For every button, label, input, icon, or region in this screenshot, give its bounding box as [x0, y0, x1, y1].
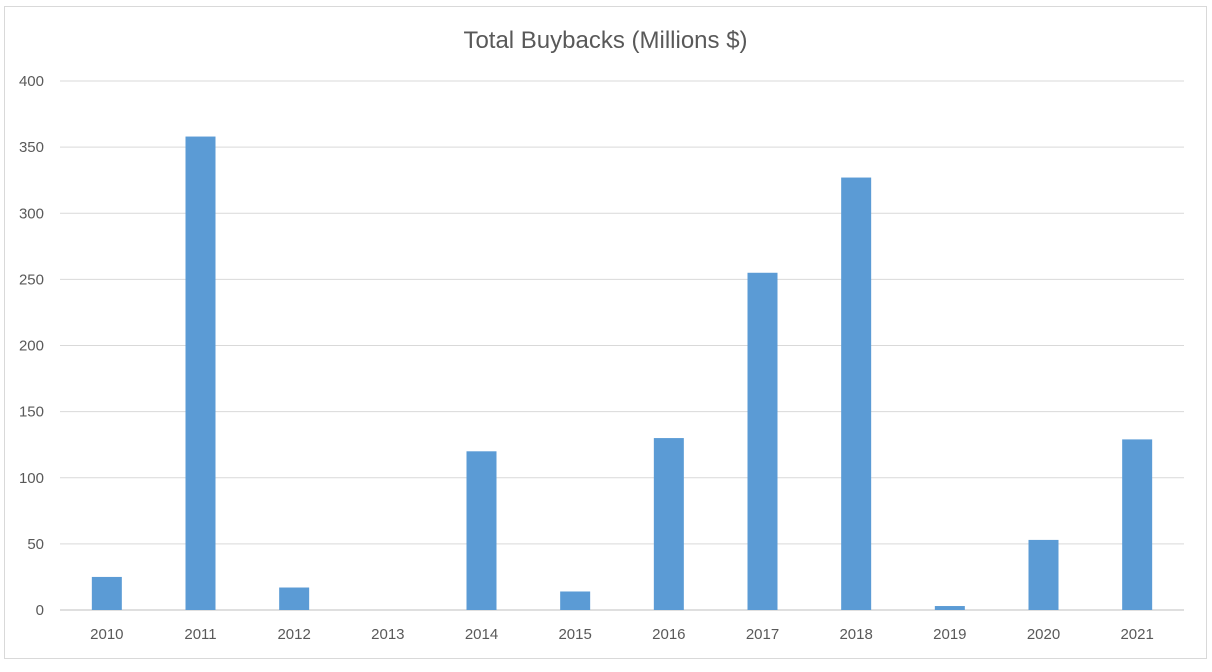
chart-title: Total Buybacks (Millions $) [463, 27, 748, 54]
bar [841, 177, 872, 611]
y-tick-label: 0 [36, 602, 44, 619]
bar [934, 606, 965, 610]
x-tick-label: 2017 [746, 626, 779, 643]
x-tick-label: 2016 [652, 626, 685, 643]
x-tick-label: 2014 [465, 626, 498, 643]
x-tick-label: 2018 [839, 626, 872, 643]
y-tick-label: 350 [19, 139, 44, 156]
bar [560, 591, 591, 610]
bar [747, 272, 778, 610]
x-tick-label: 2015 [558, 626, 591, 643]
y-tick-label: 300 [19, 205, 44, 222]
bar [91, 576, 122, 610]
y-tick-label: 50 [27, 536, 44, 553]
bar [1028, 539, 1059, 610]
bar [1122, 439, 1153, 610]
x-tick-label: 2019 [933, 626, 966, 643]
x-tick-label: 2021 [1120, 626, 1153, 643]
y-tick-label: 250 [19, 271, 44, 288]
x-tick-label: 2020 [1027, 626, 1060, 643]
x-tick-label: 2011 [184, 626, 216, 643]
y-tick-label: 100 [19, 470, 44, 487]
bar [466, 451, 497, 610]
x-tick-label: 2010 [90, 626, 123, 643]
y-tick-label: 150 [19, 404, 44, 421]
x-tick-label: 2012 [277, 626, 310, 643]
y-tick-label: 200 [19, 338, 44, 355]
bar [653, 438, 684, 610]
bar [185, 136, 216, 611]
bar [279, 587, 310, 610]
y-tick-label: 400 [19, 73, 44, 90]
x-tick-label: 2013 [371, 626, 404, 643]
